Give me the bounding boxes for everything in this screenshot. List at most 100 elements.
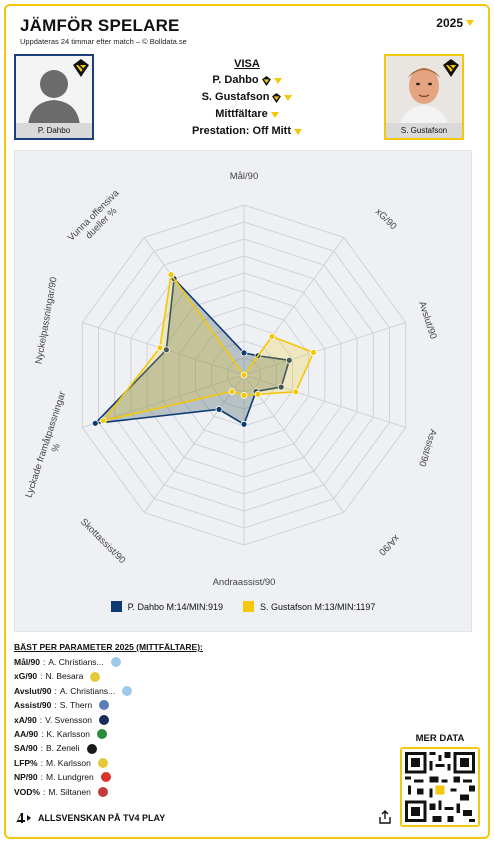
best-param-colon: : bbox=[41, 728, 44, 739]
axis-label: Vunna offensivadueller % bbox=[66, 187, 130, 251]
best-row[interactable]: Avslut/90: A. Christians... bbox=[14, 684, 314, 698]
best-player: M. Siltanen bbox=[48, 786, 91, 797]
series-point-1 bbox=[215, 405, 223, 413]
club-green-yellow-icon bbox=[90, 671, 101, 682]
axis-label: xA/90 bbox=[376, 532, 401, 557]
best-player: A. Christians... bbox=[59, 685, 116, 696]
axis-label: Andraassist/90 bbox=[213, 577, 276, 588]
series-point-2 bbox=[240, 391, 248, 399]
season-value: 2025 bbox=[436, 16, 463, 30]
player-card-right[interactable]: S. Gustafson bbox=[384, 54, 464, 140]
mer-data[interactable]: MER DATA bbox=[400, 733, 480, 832]
best-row[interactable]: xA/90: V. Svensson bbox=[14, 713, 314, 727]
club-red-icon bbox=[100, 772, 111, 783]
share-icon[interactable] bbox=[378, 810, 392, 824]
chevron-down-icon bbox=[270, 111, 279, 118]
best-header: BÄST PER PARAMETER 2025 (MITTFÄLTARE): bbox=[14, 642, 203, 652]
best-row[interactable]: Mål/90: A. Christians... bbox=[14, 655, 314, 669]
grid-spoke bbox=[243, 374, 406, 429]
axis-label: Lyckade framåtpassningar% bbox=[23, 390, 78, 502]
legend-item-player1[interactable]: P. Dahbo M:14/MIN:919 bbox=[110, 601, 223, 612]
club-black-yellow-icon bbox=[86, 743, 97, 754]
series-point-1 bbox=[285, 356, 293, 364]
season-select[interactable]: 2025 bbox=[436, 16, 474, 30]
visa-header: VISA bbox=[234, 58, 260, 70]
player-name-right: S. Gustafson bbox=[386, 123, 462, 138]
best-player: B. Zeneli bbox=[46, 743, 80, 754]
best-per-parameter: BÄST PER PARAMETER 2025 (MITTFÄLTARE): M… bbox=[14, 642, 314, 799]
chevron-down-icon bbox=[466, 20, 474, 26]
mer-data-label: MER DATA bbox=[415, 733, 465, 744]
series-point-1 bbox=[240, 420, 248, 428]
legend-swatch-yellow bbox=[243, 601, 254, 612]
series-point-2 bbox=[310, 349, 317, 356]
player2-select-value: S. Gustafson bbox=[201, 91, 270, 103]
best-player: M. Lundgren bbox=[46, 772, 94, 783]
aik-badge-icon bbox=[443, 59, 459, 77]
chevron-down-icon bbox=[294, 128, 302, 135]
club-green-yellow-icon bbox=[97, 757, 108, 768]
best-param-colon: : bbox=[40, 772, 43, 783]
player-card-left[interactable]: P. Dahbo bbox=[14, 54, 94, 140]
best-param: VOD% bbox=[14, 786, 40, 797]
best-param-colon: : bbox=[42, 786, 46, 797]
series-point-2 bbox=[167, 271, 175, 279]
best-player: V. Svensson bbox=[45, 714, 93, 725]
best-player: A. Christians... bbox=[48, 657, 104, 667]
best-param-colon: : bbox=[39, 714, 43, 725]
best-param-colon: : bbox=[40, 743, 43, 754]
best-param: AA/90 bbox=[14, 728, 39, 739]
prestation-select[interactable]: Prestation: Off Mitt bbox=[150, 123, 344, 140]
player1-select[interactable]: P. Dahbo bbox=[150, 72, 344, 89]
prestation-select-value: Prestation: Off Mitt bbox=[192, 125, 291, 137]
club-red-blue-icon bbox=[97, 786, 108, 797]
player-name-left: P. Dahbo bbox=[16, 123, 92, 138]
visa-panel: VISA P. Dahbo S. Gustafson Mittfältare P… bbox=[150, 58, 344, 140]
best-row[interactable]: xG/90: N. Besara bbox=[14, 669, 314, 683]
legend-item-player2[interactable]: S. Gustafson M:13/MIN:1197 bbox=[243, 601, 375, 612]
player1-select-value: P. Dahbo bbox=[212, 74, 259, 86]
footer-tv4-link[interactable]: ALLSVENSKAN PÅ TV4 PLAY bbox=[14, 812, 165, 824]
best-row[interactable]: AA/90: K. Karlsson bbox=[14, 727, 314, 741]
best-row[interactable]: LFP%: M. Karlsson bbox=[14, 756, 314, 770]
grid-spoke bbox=[243, 321, 406, 376]
axis-label: Skottassist/90 bbox=[78, 516, 128, 566]
best-player: K. Karlsson bbox=[46, 728, 90, 739]
series-point-2 bbox=[240, 371, 248, 379]
best-param: NP/90 bbox=[14, 772, 38, 783]
grid-spoke bbox=[143, 374, 245, 513]
club-light-blue-icon bbox=[122, 685, 133, 696]
best-player: M. Karlsson bbox=[46, 757, 91, 768]
player-silhouette-icon bbox=[28, 70, 80, 126]
best-row[interactable]: NP/90: M. Lundgren bbox=[14, 770, 314, 784]
axis-label: xG/90 bbox=[373, 206, 399, 232]
best-param-colon: : bbox=[43, 657, 46, 667]
best-param: xG/90 bbox=[14, 671, 38, 682]
best-row[interactable]: VOD%: M. Siltanen bbox=[14, 785, 314, 799]
qr-code-icon[interactable] bbox=[400, 747, 480, 827]
club-blue-white-icon bbox=[99, 700, 110, 711]
radar-svg: Mål/90 xG/90 Avslut/90 Assist/90 xA/90 Andraa… bbox=[23, 171, 438, 588]
best-row[interactable]: Assist/90: S. Thern bbox=[14, 698, 314, 712]
aik-badge-icon bbox=[73, 59, 89, 77]
position-select[interactable]: Mittfältare bbox=[150, 106, 344, 123]
best-param: Mål/90 bbox=[14, 657, 40, 667]
best-row[interactable]: SA/90: B. Zeneli bbox=[14, 741, 314, 755]
best-param-colon: : bbox=[40, 757, 43, 768]
best-param-colon: : bbox=[40, 671, 43, 682]
player2-select[interactable]: S. Gustafson bbox=[150, 89, 344, 106]
best-param: xA/90 bbox=[14, 714, 37, 725]
best-param: Assist/90 bbox=[14, 700, 52, 711]
club-light-blue-icon bbox=[110, 657, 121, 668]
best-player: N. Besara bbox=[45, 671, 84, 682]
page-subtitle: Uppdateras 24 timmar efter match – © Bol… bbox=[20, 37, 187, 46]
series-point-2 bbox=[228, 388, 236, 395]
legend-label-player2: S. Gustafson M:13/MIN:1197 bbox=[260, 601, 376, 612]
aik-badge-icon bbox=[272, 92, 282, 103]
club-navy-icon bbox=[99, 714, 110, 725]
chevron-down-icon bbox=[273, 77, 282, 84]
series-point-1 bbox=[91, 419, 99, 427]
series-point-1 bbox=[162, 346, 170, 354]
best-param: SA/90 bbox=[14, 743, 38, 754]
best-param-colon: : bbox=[54, 685, 57, 696]
